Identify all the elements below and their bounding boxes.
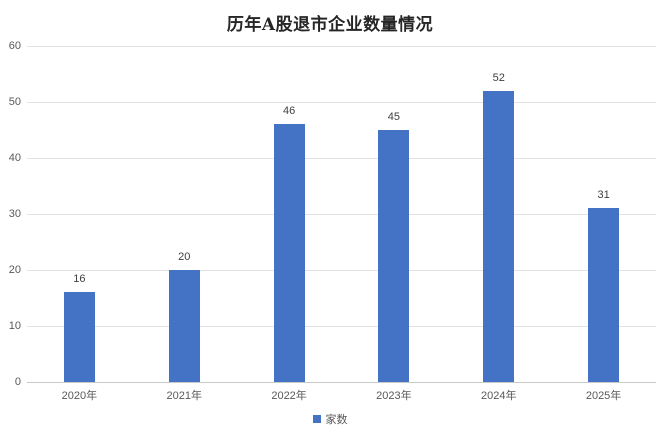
x-axis-tick-label: 2020年 <box>61 390 98 402</box>
gridline <box>27 326 656 327</box>
bar-value-label: 16 <box>73 273 86 286</box>
y-axis-tick-label: 10 <box>8 320 21 332</box>
gridline <box>27 214 656 215</box>
y-axis-tick-label: 0 <box>14 376 21 388</box>
gridline <box>27 270 656 271</box>
y-axis-tick-label: 20 <box>8 264 21 276</box>
bar-value-label: 46 <box>282 105 296 118</box>
x-axis-tick-label: 2025年 <box>585 390 622 402</box>
y-axis-tick-label: 60 <box>8 40 21 52</box>
bar-value-label: 45 <box>387 111 401 123</box>
y-axis-tick-label: 40 <box>8 152 21 164</box>
bar-value-label: 20 <box>178 251 191 263</box>
x-axis-tick-label: 2024年 <box>481 390 517 402</box>
chart-title: 历年A股退市企业数量情况 <box>226 15 434 35</box>
x-axis-tick-label: 2021年 <box>166 390 202 402</box>
x-axis-line <box>27 382 656 383</box>
bar-value-label: 52 <box>492 71 505 84</box>
bar-2022年 <box>273 124 305 382</box>
x-axis-tick-label: 2023年 <box>376 390 412 402</box>
gridline <box>27 102 656 103</box>
bar-2024年 <box>483 90 515 382</box>
legend-swatch-icon <box>312 415 321 423</box>
legend: 家数 <box>0 411 660 427</box>
bar-2023年 <box>378 130 410 382</box>
bar-2020年 <box>63 292 95 382</box>
y-axis-tick-label: 30 <box>8 208 21 220</box>
x-axis-tick-label: 2022年 <box>271 390 307 402</box>
legend-label: 家数 <box>325 414 348 426</box>
bar-2025年 <box>588 208 620 382</box>
bar-2021年 <box>168 270 200 382</box>
y-axis-tick-label: 50 <box>8 96 21 108</box>
gridline <box>27 46 656 47</box>
gridline <box>27 158 656 159</box>
bar-value-label: 31 <box>597 189 610 202</box>
